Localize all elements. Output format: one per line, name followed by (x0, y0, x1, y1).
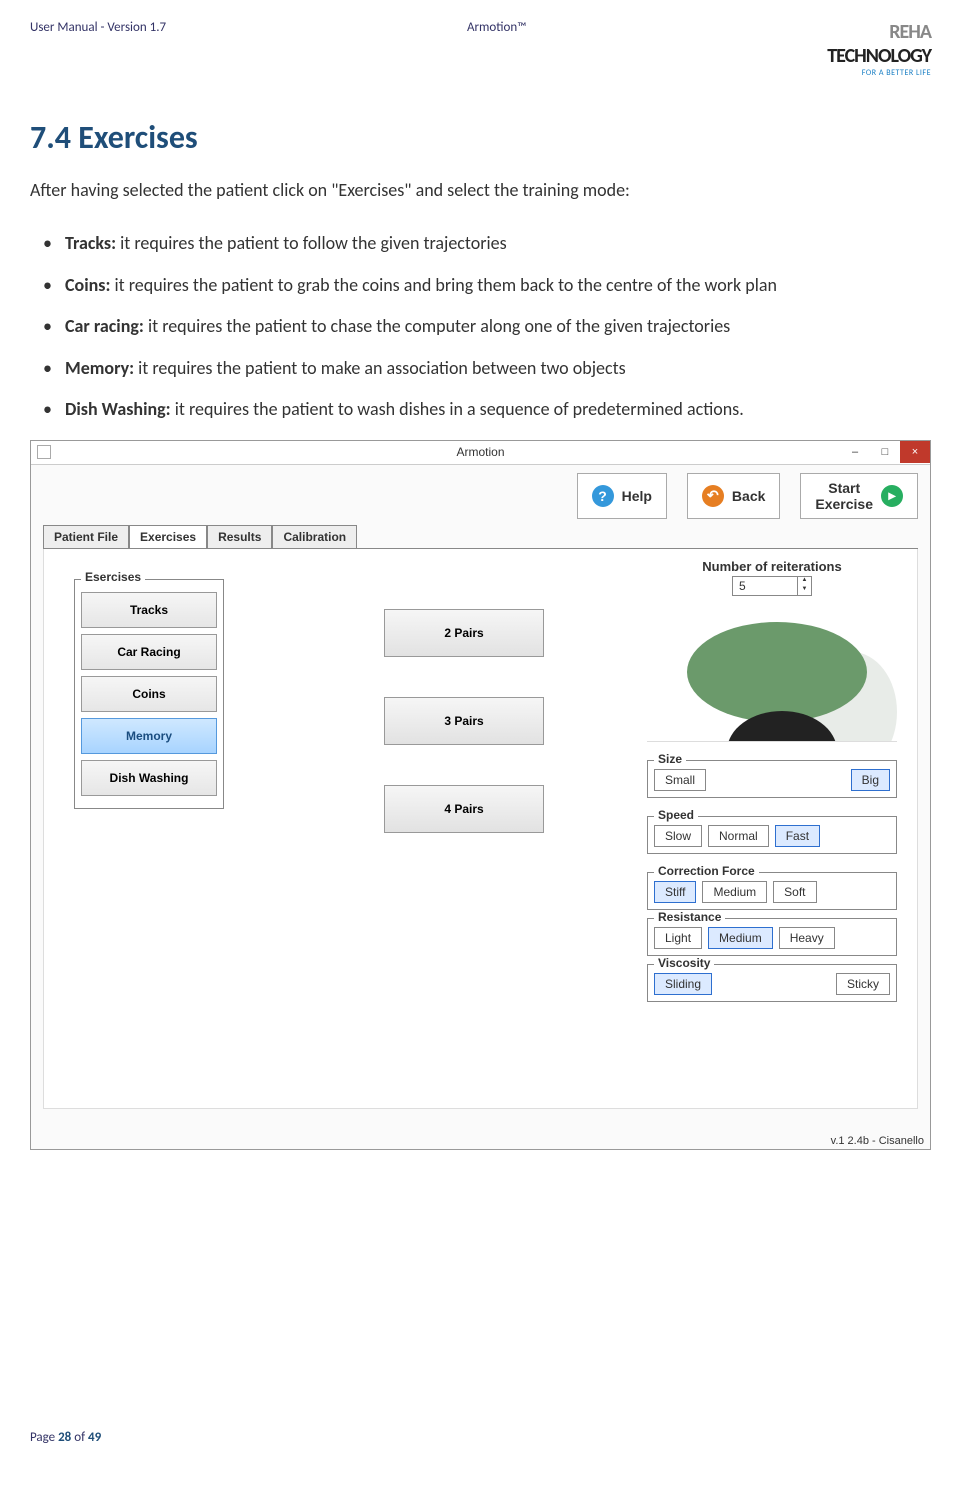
pairs-3-button[interactable]: 3 Pairs (384, 697, 544, 745)
header-left: User Manual - Version 1.7 (30, 20, 166, 35)
window-controls: – □ × (840, 441, 930, 463)
speed-label: Speed (654, 808, 698, 822)
bullet-text: it requires the patient to follow the gi… (116, 232, 507, 254)
correction-label: Correction Force (654, 864, 759, 878)
bullet-label: Coins: (65, 274, 110, 296)
footer-total: 49 (88, 1430, 101, 1445)
help-button[interactable]: ? Help (577, 473, 667, 519)
speed-slow[interactable]: Slow (654, 825, 702, 847)
back-icon: ↶ (702, 485, 724, 507)
intro-text: After having selected the patient click … (30, 177, 931, 204)
help-icon: ? (592, 485, 614, 507)
exercises-panel-label: Esercises (81, 570, 145, 584)
preview-ellipse (687, 622, 867, 722)
footer-current: 28 (58, 1430, 71, 1445)
bullet-text: it requires the patient to chase the com… (144, 315, 730, 337)
document-header: User Manual - Version 1.7 Armotion™ REHA… (30, 20, 931, 78)
bullet-text: it requires the patient to make an assoc… (134, 357, 626, 379)
footer-prefix: Page (30, 1430, 58, 1445)
exercise-tracks[interactable]: Tracks (81, 592, 217, 628)
back-label: Back (732, 488, 765, 504)
tab-exercises[interactable]: Exercises (129, 525, 207, 548)
app-screenshot: Armotion – □ × ? Help ↶ Back Start Exercis… (30, 440, 931, 1150)
logo-text-1: REHA (889, 20, 931, 44)
bullet-item: Car racing: it requires the patient to c… (65, 307, 931, 347)
page-footer: Page 28 of 49 (30, 1430, 931, 1445)
exercises-panel: Esercises Tracks Car Racing Coins Memory… (74, 579, 224, 809)
preview-box (647, 602, 897, 742)
window-icon (37, 445, 51, 459)
bullet-item: Coins: it requires the patient to grab t… (65, 266, 931, 306)
version-label: v.1 2.4b - Cisanello (831, 1135, 924, 1147)
speed-fast[interactable]: Fast (775, 825, 820, 847)
size-small[interactable]: Small (654, 769, 706, 791)
pairs-2-button[interactable]: 2 Pairs (384, 609, 544, 657)
logo: REHA TECHNOLOGY FOR A BETTER LIFE (827, 20, 931, 78)
bullet-text: it requires the patient to grab the coin… (110, 274, 776, 296)
reiterations-value: 5 (733, 577, 797, 595)
viscosity-sticky[interactable]: Sticky (836, 973, 890, 995)
correction-soft[interactable]: Soft (773, 881, 816, 903)
content-area: Esercises Tracks Car Racing Coins Memory… (43, 549, 918, 1109)
start-label: Start Exercise (815, 480, 873, 512)
bullet-label: Car racing: (65, 315, 144, 337)
tab-bar: Patient File Exercises Results Calibrati… (43, 525, 918, 549)
app-body: ? Help ↶ Back Start Exercise ▸ Patient File… (31, 465, 930, 1149)
pairs-4-button[interactable]: 4 Pairs (384, 785, 544, 833)
correction-medium[interactable]: Medium (702, 881, 767, 903)
reiterations-input[interactable]: 5 ▲▼ (732, 576, 812, 596)
reiterations-label: Number of reiterations (647, 559, 897, 574)
bullet-item: Memory: it requires the patient to make … (65, 349, 931, 389)
bullet-item: Tracks: it requires the patient to follo… (65, 224, 931, 264)
correction-group: Correction Force Stiff Medium Soft (647, 872, 897, 910)
bullet-label: Memory: (65, 357, 134, 379)
size-label: Size (654, 752, 686, 766)
size-group: Size Small Big (647, 760, 897, 798)
resistance-light[interactable]: Light (654, 927, 702, 949)
help-label: Help (622, 488, 652, 504)
top-button-row: ? Help ↶ Back Start Exercise ▸ (43, 473, 918, 519)
tab-results[interactable]: Results (207, 525, 272, 548)
bullet-list: Tracks: it requires the patient to follo… (30, 224, 931, 430)
minimize-button[interactable]: – (840, 441, 870, 463)
correction-stiff[interactable]: Stiff (654, 881, 696, 903)
resistance-heavy[interactable]: Heavy (779, 927, 835, 949)
exercise-dish-washing[interactable]: Dish Washing (81, 760, 217, 796)
resistance-label: Resistance (654, 910, 725, 924)
footer-mid: of (71, 1430, 88, 1445)
spinner-icon[interactable]: ▲▼ (797, 577, 811, 595)
tab-patient-file[interactable]: Patient File (43, 525, 129, 548)
window-titlebar: Armotion – □ × (31, 441, 930, 465)
section-heading: 7.4 Exercises (30, 118, 931, 157)
bullet-label: Tracks: (65, 232, 116, 254)
back-button[interactable]: ↶ Back (687, 473, 780, 519)
header-center: Armotion™ (467, 20, 526, 35)
resistance-group: Resistance Light Medium Heavy (647, 918, 897, 956)
bullet-item: Dish Washing: it requires the patient to… (65, 390, 931, 430)
size-big[interactable]: Big (851, 769, 890, 791)
exercise-memory[interactable]: Memory (81, 718, 217, 754)
viscosity-label: Viscosity (654, 956, 714, 970)
logo-tagline: FOR A BETTER LIFE (827, 68, 931, 78)
close-button[interactable]: × (900, 441, 930, 463)
bullet-label: Dish Washing: (65, 398, 171, 420)
exercise-coins[interactable]: Coins (81, 676, 217, 712)
viscosity-sliding[interactable]: Sliding (654, 973, 712, 995)
viscosity-group: Viscosity Sliding Sticky (647, 964, 897, 1002)
speed-normal[interactable]: Normal (708, 825, 769, 847)
tab-calibration[interactable]: Calibration (272, 525, 357, 548)
resistance-medium[interactable]: Medium (708, 927, 773, 949)
pairs-column: 2 Pairs 3 Pairs 4 Pairs (384, 609, 544, 873)
start-exercise-button[interactable]: Start Exercise ▸ (800, 473, 918, 519)
bullet-text: it requires the patient to wash dishes i… (171, 398, 744, 420)
maximize-button[interactable]: □ (870, 441, 900, 463)
window-title: Armotion (456, 445, 504, 459)
play-icon: ▸ (881, 485, 903, 507)
right-settings-column: Number of reiterations 5 ▲▼ Size Small B… (647, 559, 897, 1002)
logo-text-2: TECHNOLOGY (827, 44, 931, 68)
exercise-car-racing[interactable]: Car Racing (81, 634, 217, 670)
speed-group: Speed Slow Normal Fast (647, 816, 897, 854)
